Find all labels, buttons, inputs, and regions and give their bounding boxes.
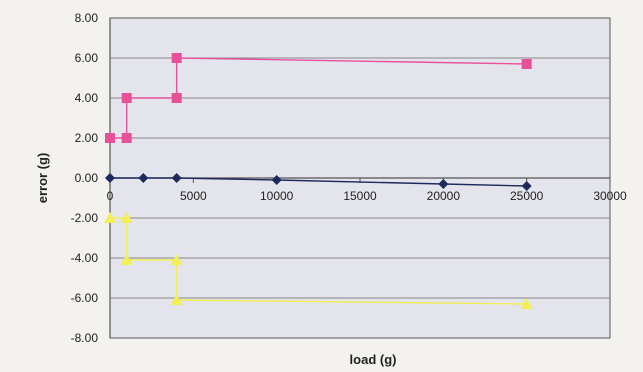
x-tick-label: 25000 <box>510 189 544 203</box>
data-point <box>521 59 532 69</box>
data-point <box>121 93 132 103</box>
data-point <box>105 133 115 143</box>
y-tick-label: 0.00 <box>75 171 99 185</box>
series-triangle <box>104 212 533 309</box>
data-point <box>138 173 149 183</box>
data-point <box>438 179 449 189</box>
y-tick-label: -4.00 <box>71 251 99 265</box>
y-tick-label: -6.00 <box>71 291 99 305</box>
data-point <box>171 53 182 63</box>
series-line <box>110 177 527 187</box>
y-axis-title: error (g) <box>35 153 50 204</box>
data-point <box>121 133 132 143</box>
y-tick-label: 2.00 <box>75 131 99 145</box>
y-tick-label: 4.00 <box>75 91 99 105</box>
y-tick-label: 6.00 <box>75 51 99 65</box>
series-square <box>105 53 532 143</box>
x-tick-label: 30000 <box>593 189 627 203</box>
y-tick-label: -2.00 <box>71 211 99 225</box>
data-point <box>170 254 183 265</box>
data-point <box>104 212 116 223</box>
x-axis-title: load (g) <box>350 352 397 367</box>
x-tick-label: 20000 <box>427 189 461 203</box>
x-tick-label: 0 <box>107 189 114 203</box>
series-diamond <box>105 173 532 191</box>
y-tick-labels: 8.00 6.00 4.00 2.00 0.00 -2.00 -4.00 -6.00 -8.00 <box>71 11 99 345</box>
series-layer <box>104 53 533 309</box>
x-tick-label: 10000 <box>260 189 294 203</box>
data-point <box>105 173 115 183</box>
data-point <box>521 181 532 191</box>
data-point <box>171 173 182 183</box>
y-tick-label: -8.00 <box>71 331 99 345</box>
data-point <box>120 254 133 265</box>
data-point <box>520 298 533 309</box>
data-point <box>171 93 182 103</box>
data-point <box>120 212 133 223</box>
x-tick-label: 15000 <box>343 189 377 203</box>
data-point <box>271 175 282 185</box>
x-tick-label: 5000 <box>180 189 207 203</box>
data-point <box>170 294 183 305</box>
y-tick-label: 8.00 <box>75 11 99 25</box>
x-tick-labels: 0 5000 10000 15000 20000 25000 30000 <box>107 189 627 203</box>
